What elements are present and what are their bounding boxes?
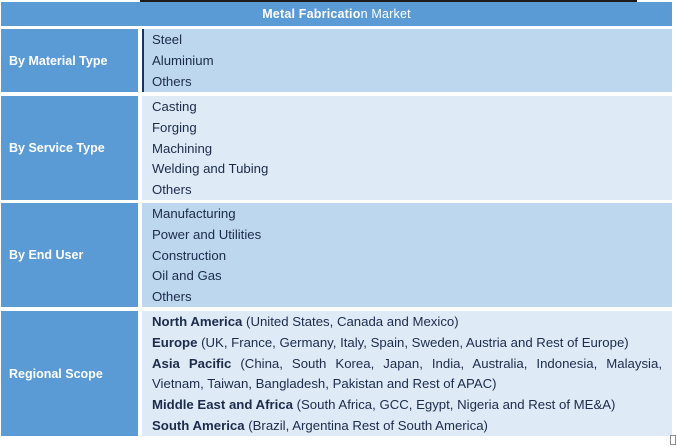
region-south-america: South America (Brazil, Argentina Rest of… xyxy=(152,416,662,437)
region-name: South America xyxy=(152,417,245,433)
service-item: Others xyxy=(152,182,192,198)
end-user-item: Oil and Gas xyxy=(152,268,222,284)
table-title: Metal Fabrication Market xyxy=(262,7,411,21)
service-item: Machining xyxy=(152,140,213,156)
region-detail: (UK, France, Germany, Italy, Spain, Swed… xyxy=(197,334,629,350)
end-user-item: Manufacturing xyxy=(152,206,236,221)
service-item: Forging xyxy=(152,119,197,135)
region-detail: (China, South Korea, Japan, India, Austr… xyxy=(152,355,662,392)
region-middle-east-africa: Middle East and Africa (South Africa, GC… xyxy=(152,395,662,416)
row-content-material-type: Steel Aluminium Others xyxy=(142,29,672,92)
segmentation-table: Metal Fabrication Market By Material Typ… xyxy=(1,2,672,436)
region-name: North America xyxy=(152,314,243,329)
region-detail: (Brazil, Argentina Rest of South America… xyxy=(244,417,488,433)
row-label-material-type: By Material Type xyxy=(1,29,138,92)
region-europe: Europe (UK, France, Germany, Italy, Spai… xyxy=(152,333,662,354)
selection-handle-square xyxy=(670,435,676,445)
end-user-item: Construction xyxy=(152,247,227,263)
service-item: Welding and Tubing xyxy=(152,161,269,177)
row-content-end-user: Manufacturing Power and Utilities Constr… xyxy=(142,203,672,307)
row-label-end-user: By End User xyxy=(1,203,138,307)
row-label-regional-scope: Regional Scope xyxy=(1,311,138,436)
row-content-service-type: Casting Forging Machining Welding and Tu… xyxy=(142,96,672,200)
table-row-material-type: By Material Type Steel Aluminium Others xyxy=(1,29,672,92)
row-content-regional-scope: North America (United States, Canada and… xyxy=(142,311,672,436)
table-row-service-type: By Service Type Casting Forging Machinin… xyxy=(1,96,672,200)
table-row-regional-scope: Regional Scope North America (United Sta… xyxy=(1,311,672,436)
region-detail: (South Africa, GCC, Egypt, Nigeria and R… xyxy=(292,397,616,413)
material-item: Steel xyxy=(152,32,183,47)
artifact-top-border-line xyxy=(140,0,637,2)
table-title-bold-part: Metal Fabricatio xyxy=(262,7,361,21)
region-detail: (United States, Canada and Mexico) xyxy=(242,314,459,329)
table-title-bar: Metal Fabrication Market xyxy=(1,2,672,26)
region-name: Asia Pacific xyxy=(152,355,232,371)
material-item: Others xyxy=(152,73,192,89)
row-label-service-type: By Service Type xyxy=(1,96,138,200)
end-user-item: Power and Utilities xyxy=(152,226,262,242)
table-row-end-user: By End User Manufacturing Power and Util… xyxy=(1,203,672,307)
service-item: Casting xyxy=(152,99,197,114)
region-asia-pacific: Asia Pacific (China, South Korea, Japan,… xyxy=(152,354,662,396)
material-item: Aluminium xyxy=(152,52,214,68)
region-north-america: North America (United States, Canada and… xyxy=(152,312,662,333)
region-name: Europe xyxy=(152,334,198,350)
end-user-item: Others xyxy=(152,289,192,305)
region-name: Middle East and Africa xyxy=(152,397,293,413)
table-title-regular-part: n Market xyxy=(360,7,411,21)
